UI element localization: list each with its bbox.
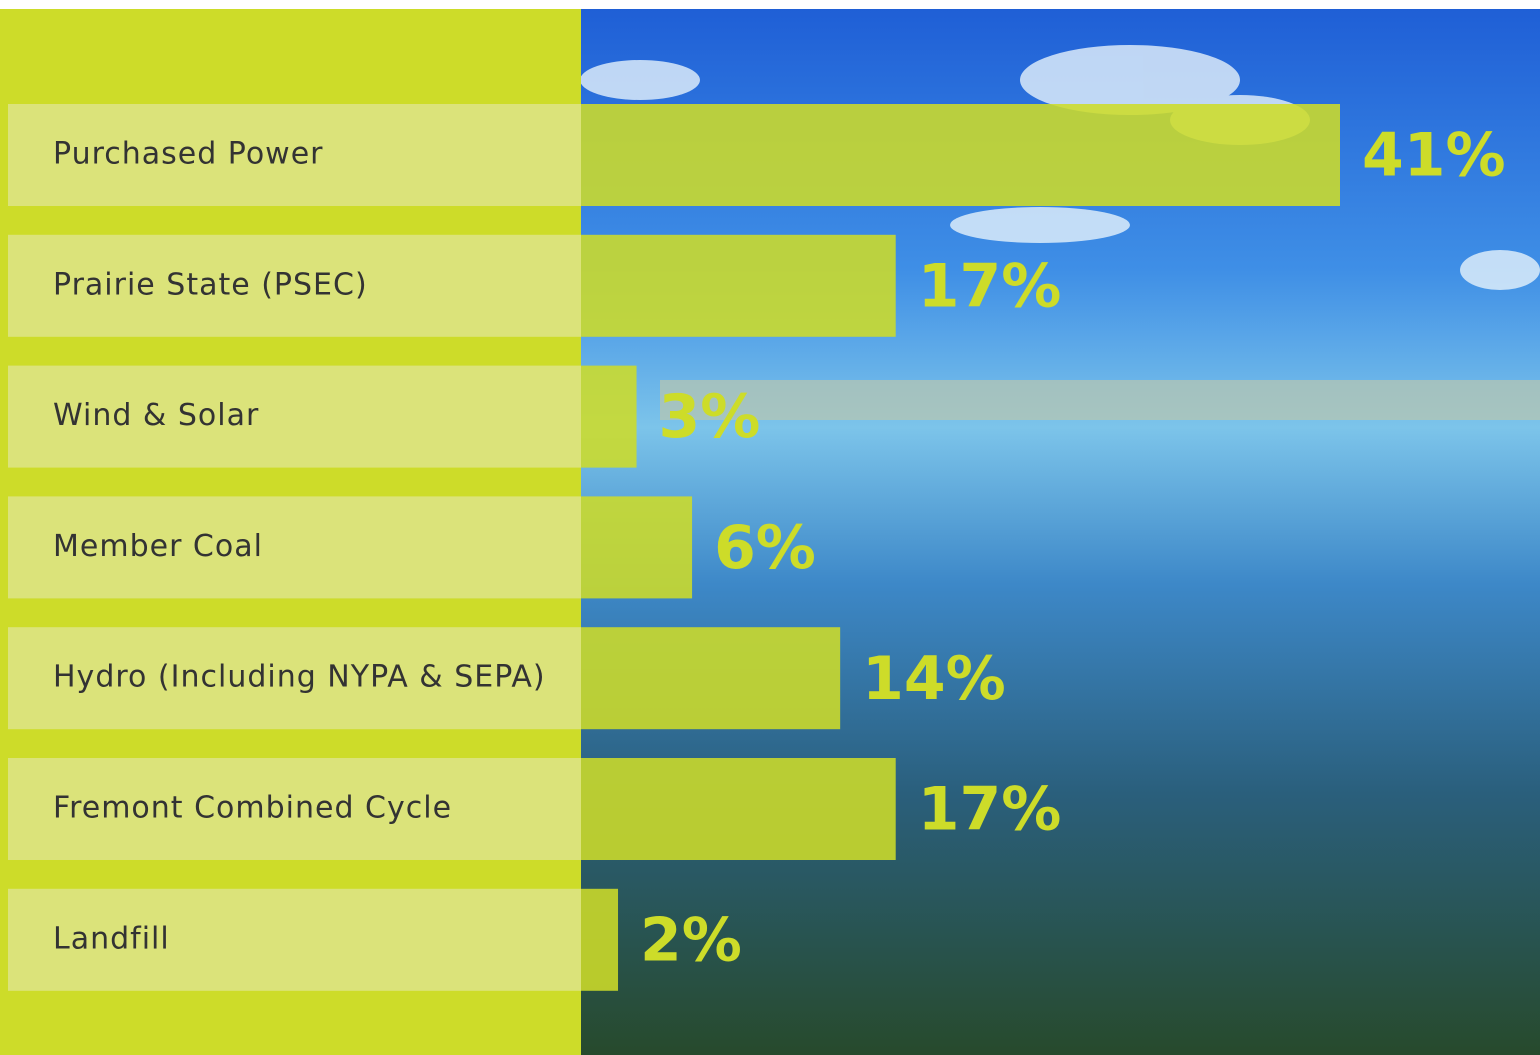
category-label: Fremont Combined Cycle: [53, 791, 452, 826]
bar: [581, 235, 896, 337]
bar: [581, 889, 618, 991]
bridge: [660, 380, 1540, 420]
value-label: 41%: [1362, 121, 1506, 191]
bar: [581, 627, 840, 729]
category-label: Hydro (Including NYPA & SEPA): [53, 660, 546, 695]
value-label: 17%: [918, 775, 1062, 845]
bar: [581, 104, 1340, 206]
value-label: 3%: [659, 382, 761, 452]
bar: [581, 758, 896, 860]
category-label: Member Coal: [53, 529, 263, 564]
bar: [581, 496, 692, 598]
category-label: Wind & Solar: [53, 398, 259, 433]
value-label: 2%: [640, 905, 742, 975]
value-label: 14%: [862, 644, 1006, 714]
category-label: Landfill: [53, 921, 170, 956]
category-label: Purchased Power: [53, 137, 324, 172]
value-label: 17%: [918, 251, 1062, 321]
value-label: 6%: [714, 513, 816, 583]
chart: Purchased Power 41% Prairie State (PSEC) 17…: [0, 0, 1540, 1055]
category-label: Prairie State (PSEC): [53, 267, 368, 302]
bar: [581, 366, 637, 468]
page: {"chart_data": {"type": "bar", "categori…: [0, 0, 1540, 1055]
